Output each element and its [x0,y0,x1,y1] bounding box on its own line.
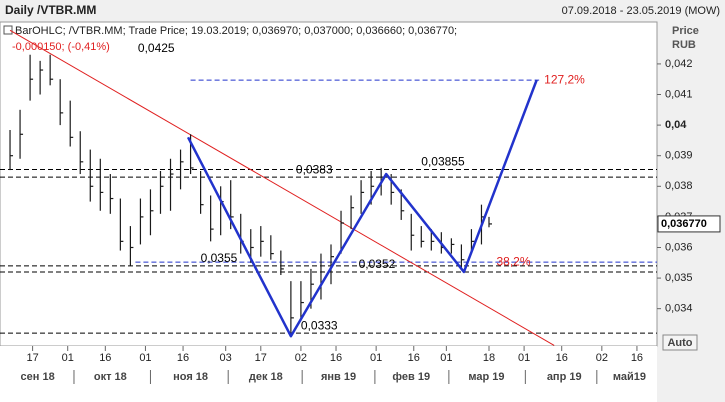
month-label: окт 18 [94,371,127,383]
auto-button[interactable] [662,334,698,351]
month-label: ноя 18 [173,371,208,383]
x-tick-label: 02 [295,352,307,364]
legend-text: BarOHLC; /VTBR.MM; Trade Price; 19.03.20… [15,25,457,37]
level-label: 0,0333 [301,318,338,332]
level-label: 0,03855 [421,155,465,169]
level-label: 127,2% [544,72,585,86]
x-tick-label: 01 [139,352,151,364]
x-tick-label: 02 [596,352,608,364]
month-label: май19 [613,371,646,383]
level-label: 0,0352 [359,257,396,271]
change-text: -0,000150; (-0,41%) [12,41,110,53]
y-tick-label: 0,034 [665,303,693,315]
date-range: 07.09.2018 - 23.05.2019 (MOW) [562,5,720,17]
x-tick-label: 16 [330,352,342,364]
y-tick-label: 0,041 [665,88,693,100]
axis-unit: RUB [672,39,696,51]
x-tick-label: 01 [62,352,74,364]
level-label: 0,0425 [138,41,175,55]
x-tick-label: 16 [177,352,189,364]
y-tick-label: 0,035 [665,272,693,284]
x-tick-label: 03 [220,352,232,364]
month-label: янв 19 [321,371,356,383]
axis-title: Price [672,25,699,37]
x-tick-label: 16 [408,352,420,364]
y-tick-label: 0,039 [665,150,693,162]
harmonic-pattern [186,79,538,338]
level-label: 0,0383 [296,162,333,176]
x-tick-label: 17 [255,352,267,364]
month-label: мар 19 [468,371,504,383]
x-tick-label: 01 [440,352,452,364]
x-tick-label: 17 [26,352,38,364]
y-tick-label: 0,04 [665,119,687,131]
month-label: фев 19 [392,371,430,383]
trendline [9,29,555,346]
x-tick-label: 01 [518,352,530,364]
month-label: апр 19 [547,371,582,383]
legend-icon [3,25,13,35]
y-tick-label: 0,038 [665,180,693,192]
x-axis-area [0,346,657,402]
x-tick-label: 01 [370,352,382,364]
month-label: дек 18 [249,371,283,383]
last-price-box [657,215,721,233]
x-tick-label: 18 [483,352,495,364]
chart-title: Daily /VTBR.MM [5,3,96,17]
auto-button-label[interactable]: Auto [667,337,692,349]
y-tick-label: 0,042 [665,58,693,70]
last-price-label: 0,036770 [661,218,707,230]
plot-area [0,21,658,347]
x-tick-label: 16 [631,352,643,364]
x-tick-label: 16 [556,352,568,364]
level-label: 38,2% [497,254,531,268]
x-tick-label: 16 [99,352,111,364]
level-label: 0,0355 [201,251,238,265]
month-label: сен 18 [21,371,55,383]
y-tick-label: 0,036 [665,241,693,253]
